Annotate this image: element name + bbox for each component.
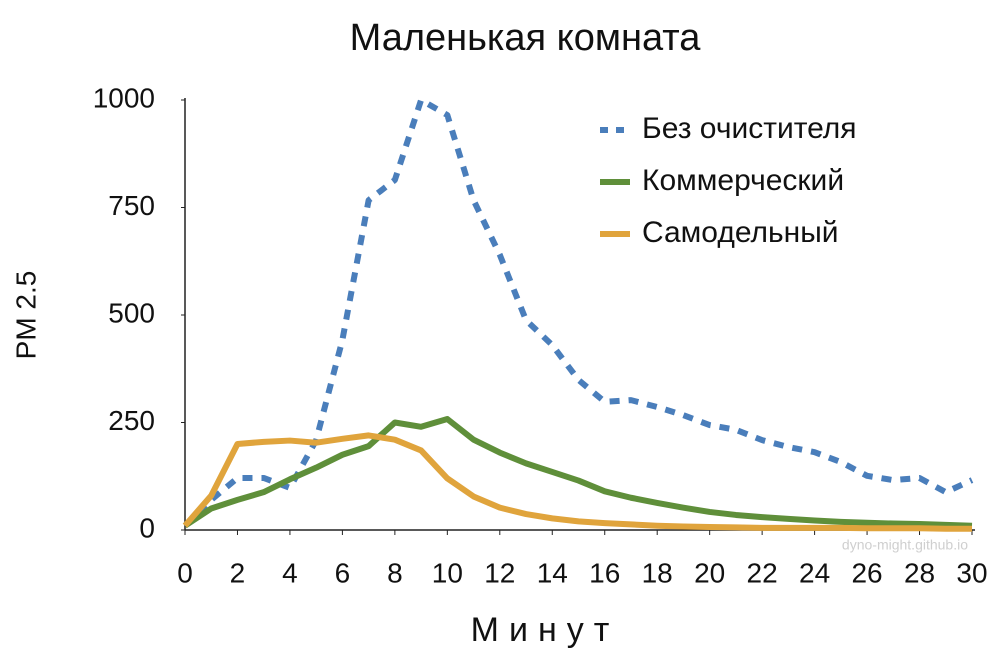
x-tick-label: 28: [904, 557, 935, 588]
y-tick-label: 1000: [93, 82, 155, 113]
x-tick-label: 10: [432, 557, 463, 588]
x-tick-label: 4: [282, 557, 298, 588]
y-tick-label: 750: [108, 190, 155, 221]
x-tick-label: 18: [642, 557, 673, 588]
y-tick-label: 250: [108, 405, 155, 436]
y-tick-label: 500: [108, 297, 155, 328]
x-tick-label: 14: [537, 557, 568, 588]
y-tick-label: 0: [139, 512, 155, 543]
x-tick-label: 30: [956, 557, 987, 588]
x-tick-label: 22: [747, 557, 778, 588]
series-line: [183, 416, 973, 529]
x-tick-label: 6: [335, 557, 351, 588]
x-tick-label: 26: [851, 557, 882, 588]
legend-label: Самодельный: [642, 216, 839, 249]
series-line: [182, 432, 972, 532]
x-axis-title: Минут: [471, 611, 620, 649]
x-tick-label: 12: [484, 557, 515, 588]
legend-label: Без очистителя: [642, 112, 857, 145]
x-tick-label: 24: [799, 557, 830, 588]
x-tick-label: 2: [230, 557, 246, 588]
x-tick-label: 16: [589, 557, 620, 588]
chart-title: Маленькая комната: [350, 17, 702, 59]
x-tick-label: 0: [177, 557, 193, 588]
series-line: [182, 97, 974, 528]
legend-label: Коммерческий: [642, 164, 844, 197]
y-axis-title: PM 2.5: [10, 271, 41, 360]
x-tick-label: 20: [694, 557, 725, 588]
x-tick-label: 8: [387, 557, 403, 588]
watermark: dyno-might.github.io: [842, 537, 968, 553]
